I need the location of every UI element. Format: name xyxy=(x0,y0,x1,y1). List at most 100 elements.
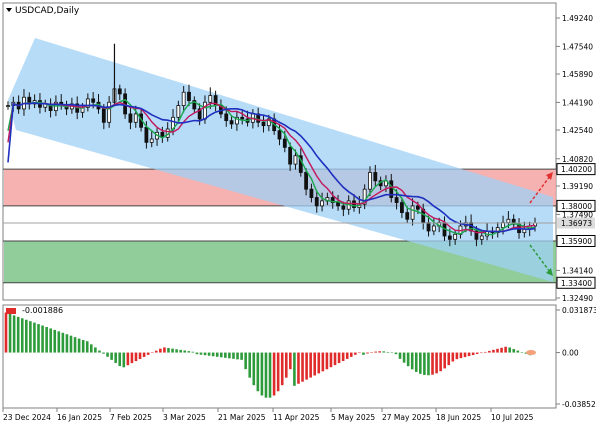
oscillator-bar xyxy=(215,352,219,357)
price-plot[interactable]: USDCAD,Daily xyxy=(2,2,557,301)
candle-body xyxy=(187,91,191,101)
oscillator-bar xyxy=(25,319,28,353)
oscillator-bar xyxy=(524,352,528,354)
oscillator-bar xyxy=(98,350,101,353)
oscillator-bar xyxy=(248,352,252,378)
oscillator-bar xyxy=(252,352,256,386)
time-tick-label: 21 Mar 2025 xyxy=(218,413,266,422)
price-level-box xyxy=(556,234,596,247)
oscillator-bar xyxy=(199,352,203,355)
oscillator-bar xyxy=(463,352,467,358)
oscillator-bar xyxy=(268,352,272,398)
projection-arrows xyxy=(529,172,553,276)
oscillator-bar xyxy=(73,337,77,353)
oscillator-bar xyxy=(410,352,414,370)
oscillator-bar xyxy=(325,352,329,370)
oscillator-bar xyxy=(280,352,284,386)
price-tick-label: 1.44190 xyxy=(562,98,593,107)
oscillator-bar xyxy=(37,324,40,353)
current-price-box xyxy=(557,217,595,229)
oscillator-bar xyxy=(260,352,264,396)
oscillator-bar xyxy=(211,352,215,357)
price-level-label: 1.40200 xyxy=(561,165,592,174)
price-tick-label: 1.42540 xyxy=(562,126,593,135)
oscillator-bar xyxy=(207,352,211,356)
oscillator-bar xyxy=(435,352,438,374)
oscillator-bar xyxy=(496,348,499,353)
dropdown-triangle-icon[interactable] xyxy=(6,8,12,12)
oscillator-bar xyxy=(85,341,89,353)
price-level-box xyxy=(556,163,596,176)
time-tick-label: 16 Jan 2025 xyxy=(57,413,102,422)
oscillator-bar xyxy=(447,352,451,366)
oscillator-marker xyxy=(526,350,536,356)
oscillator-bar xyxy=(138,352,142,360)
current-price-label: 1.36973 xyxy=(561,219,592,228)
time-tick-label: 7 Feb 2025 xyxy=(110,413,152,422)
oscillator-bar xyxy=(244,352,247,370)
chart-title-text: USDCAD,Daily xyxy=(15,6,80,16)
candle-body xyxy=(336,202,340,207)
oscillator-bar xyxy=(423,352,426,375)
candle-body xyxy=(282,138,287,148)
candle-body xyxy=(240,116,245,120)
oscillator-bar xyxy=(520,352,524,353)
oscillator-value-label: -0.001886 xyxy=(22,306,63,315)
price-axis[interactable]: 1.49240 1.47540 1.45890 1.44190 1.42540 1.408… xyxy=(556,14,596,303)
candle-body xyxy=(144,126,149,143)
oscillator-bar xyxy=(386,351,390,353)
oscillator-indicator-icon xyxy=(6,308,16,314)
oscillator-bar xyxy=(419,352,422,374)
oscillator-bar xyxy=(382,351,386,353)
candle-body xyxy=(208,95,213,103)
oscillator-bar xyxy=(492,349,495,353)
oscillator-bar xyxy=(406,352,410,367)
candle-body xyxy=(474,230,479,240)
oscillator-bar xyxy=(159,348,162,353)
oscillator-bar xyxy=(256,352,260,392)
time-axis[interactable]: 23 Dec 2024 16 Jan 2025 7 Feb 2025 3 Mar 20… xyxy=(2,408,534,422)
oscillator-bar xyxy=(398,352,402,359)
candle-body xyxy=(197,108,202,120)
price-tick-label: 1.47540 xyxy=(562,42,593,51)
oscillator-bar xyxy=(475,352,479,354)
oscillator-bar xyxy=(484,351,487,353)
oscillator-bar xyxy=(459,352,463,359)
time-tick-label: 27 May 2025 xyxy=(382,413,431,422)
osc-tick-label: 0.031873 xyxy=(562,306,596,315)
oscillator-bar xyxy=(414,352,418,372)
oscillator-bar xyxy=(12,315,16,353)
oscillator-bar xyxy=(276,352,280,392)
oscillator-bar xyxy=(313,352,317,376)
oscillator-bar xyxy=(471,352,475,356)
candle-body xyxy=(511,218,516,225)
oscillator-bar xyxy=(183,350,187,353)
candle-body xyxy=(506,218,511,224)
oscillator-bar xyxy=(57,331,61,353)
price-tick-label: 1.40820 xyxy=(562,155,593,164)
up-arrow-line xyxy=(529,175,551,204)
oscillator-bar xyxy=(195,352,199,355)
candle-body xyxy=(85,98,90,108)
time-tick-label: 10 Jul 2025 xyxy=(491,413,534,422)
price-level-box xyxy=(556,276,596,289)
oscillator-plot[interactable]: -0.001886 0.031873 0.00 -0.038529 xyxy=(2,304,596,409)
candle-body xyxy=(261,121,266,127)
oscillator-bar xyxy=(500,347,503,353)
oscillator-bar xyxy=(240,352,243,360)
candle-body xyxy=(362,188,367,205)
oscillator-bar xyxy=(333,352,337,366)
time-tick-label: 5 May 2025 xyxy=(331,413,375,422)
chart-title[interactable]: USDCAD,Daily xyxy=(6,6,80,16)
oscillator-bar xyxy=(329,352,333,368)
oscillator-bar xyxy=(69,335,73,353)
oscillator-bar xyxy=(16,316,20,353)
up-arrow-icon xyxy=(546,172,553,180)
moving-average-green xyxy=(7,98,536,236)
oscillator-bar xyxy=(358,352,361,354)
oscillator-bar xyxy=(264,352,268,398)
oscillator-bar xyxy=(191,351,195,353)
oscillator-axis: 0.031873 0.00 -0.038529 xyxy=(556,306,596,409)
